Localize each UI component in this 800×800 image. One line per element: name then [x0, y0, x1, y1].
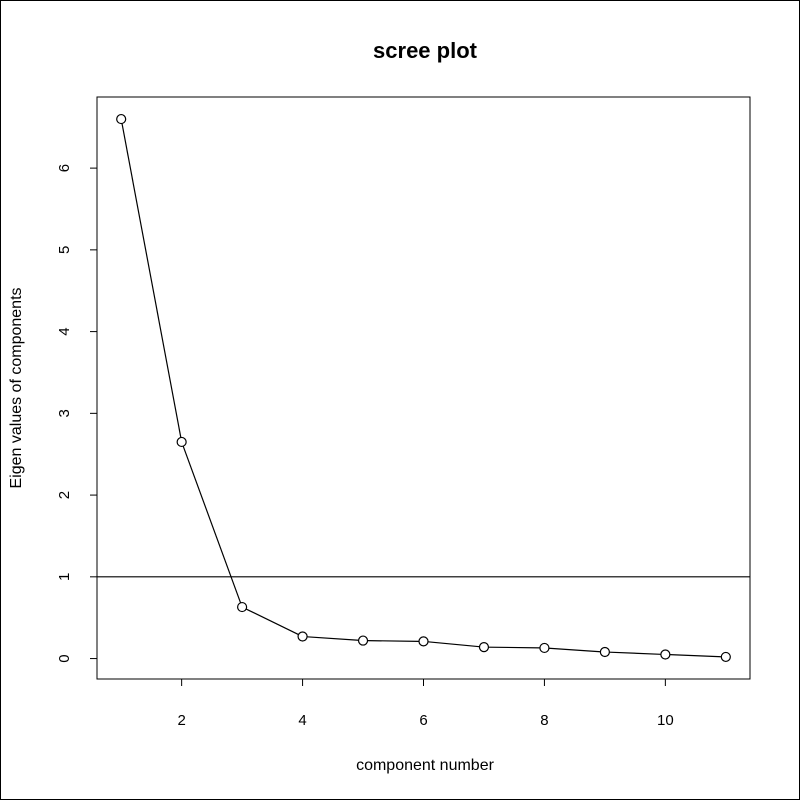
- y-tick-label: 6: [56, 164, 73, 172]
- series-line-segment: [121, 123, 182, 438]
- series-line-segment: [548, 647, 601, 653]
- x-tick-label: 4: [298, 712, 306, 729]
- data-point: [357, 635, 369, 646]
- data-point: [660, 649, 671, 660]
- x-tick-label: 6: [419, 712, 427, 729]
- data-point: [176, 436, 187, 448]
- y-tick-label: 5: [56, 246, 73, 254]
- y-tick-label: 0: [56, 654, 73, 662]
- series-line-segment: [669, 654, 722, 658]
- series-line-segment: [182, 445, 242, 604]
- chart-title: scree plot: [373, 38, 478, 63]
- x-tick-label: 2: [177, 712, 185, 729]
- series-line-segment: [609, 651, 661, 655]
- series-line-segment: [367, 640, 420, 642]
- series-line-segment: [307, 636, 359, 641]
- y-axis-label: Eigen values of components: [8, 287, 25, 488]
- series-line-segment: [427, 641, 480, 648]
- x-tick-label: 8: [540, 712, 548, 729]
- data-point: [237, 601, 248, 613]
- x-axis-label: component number: [356, 757, 495, 774]
- data-point: [478, 642, 490, 653]
- data-point: [720, 651, 731, 663]
- data-point: [539, 642, 550, 654]
- x-axis: 2 4 6 8 10: [177, 678, 674, 729]
- x-tick-label: 10: [657, 712, 674, 729]
- data-point: [599, 646, 610, 658]
- series-line-segment: [488, 646, 540, 649]
- plot-area-border: [96, 96, 751, 680]
- y-tick-label: 4: [56, 327, 73, 335]
- y-axis: 0 1 2 3 4 5 6: [56, 164, 98, 663]
- y-tick-label: 2: [56, 491, 73, 499]
- data-point: [418, 636, 429, 647]
- data-point: [297, 631, 308, 642]
- y-tick-label: 3: [56, 409, 73, 417]
- y-tick-label: 1: [56, 573, 73, 581]
- data-point: [116, 113, 127, 125]
- series-group: [116, 113, 731, 663]
- series-line-segment: [245, 608, 299, 636]
